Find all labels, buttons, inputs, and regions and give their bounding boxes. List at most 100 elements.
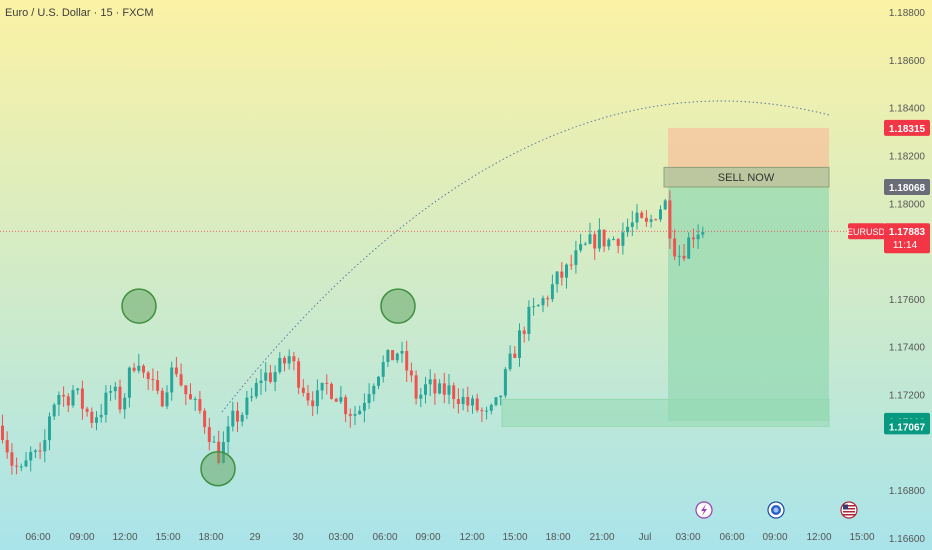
price-tag — [884, 418, 930, 435]
candle — [687, 232, 691, 260]
candle — [283, 355, 286, 372]
candle — [118, 379, 122, 414]
candle — [635, 204, 639, 230]
candle — [240, 412, 244, 427]
candle — [701, 226, 705, 239]
time-tick-label: 15:00 — [502, 532, 527, 543]
us-flag-event-icon[interactable] — [840, 501, 858, 519]
candle — [579, 233, 583, 253]
price-tag-label: 1.18315 — [889, 124, 926, 135]
candle — [137, 353, 141, 374]
candle — [160, 387, 164, 408]
candle — [259, 368, 263, 395]
candle — [518, 323, 521, 367]
time-tick-label: Jul — [639, 532, 652, 543]
time-axis[interactable]: 06:00 09:00 12:00 15:00 18:00 29 30 03:00 06:00 0… — [25, 532, 874, 543]
candle — [659, 205, 662, 222]
candle — [654, 218, 658, 221]
candle — [541, 295, 545, 313]
candle — [546, 295, 550, 307]
candle — [10, 443, 14, 475]
candle — [536, 304, 540, 307]
candle — [301, 379, 305, 397]
candle — [696, 224, 700, 249]
time-tick-label: 30 — [292, 532, 304, 543]
candle — [527, 300, 531, 341]
sell-now-box[interactable] — [663, 166, 830, 188]
candle — [424, 376, 427, 404]
candle — [513, 346, 517, 359]
candle — [184, 385, 188, 406]
candle — [123, 393, 127, 419]
candle — [43, 429, 47, 463]
candle — [80, 380, 84, 420]
candle — [71, 385, 75, 408]
candle — [508, 345, 512, 372]
candle — [207, 417, 211, 451]
candle — [447, 373, 451, 405]
candle — [673, 229, 677, 261]
candle — [250, 387, 254, 402]
candle — [231, 401, 235, 432]
candle — [19, 463, 23, 472]
price-axis[interactable]: 1.18800 1.18600 1.18400 1.18200 1.18000 1.176… — [889, 8, 926, 545]
candle — [433, 373, 437, 405]
candle — [254, 377, 258, 399]
candle — [142, 364, 145, 379]
candle — [90, 407, 94, 428]
price-tag — [884, 179, 930, 195]
candle — [1, 414, 4, 444]
time-tick-label: 29 — [249, 532, 261, 543]
time-tick-label: 09:00 — [415, 532, 440, 543]
price-tick-label: 1.16800 — [889, 486, 926, 497]
candle — [339, 385, 343, 405]
swing-high-marker-2[interactable] — [380, 288, 416, 324]
swing-high-marker-1[interactable] — [121, 288, 157, 324]
current-price-tag — [884, 223, 930, 254]
candle — [640, 210, 644, 219]
candle — [334, 397, 338, 402]
candle — [320, 382, 324, 400]
time-tick-label: 06:00 — [25, 532, 50, 543]
candle — [264, 362, 268, 392]
candle — [226, 416, 230, 454]
globe-event-icon[interactable] — [767, 501, 785, 519]
candle — [405, 340, 409, 382]
time-tick-label: 18:00 — [198, 532, 223, 543]
candle — [630, 210, 634, 237]
candle — [691, 228, 695, 249]
candle — [677, 244, 681, 266]
candle — [428, 369, 432, 397]
lightning-event-icon[interactable] — [695, 501, 713, 519]
candle — [268, 364, 272, 384]
candle — [245, 390, 249, 420]
candle — [555, 270, 559, 293]
candle — [127, 366, 131, 408]
chart-title: Euro / U.S. Dollar · 15 · FXCM — [5, 7, 154, 19]
time-tick-label: 12:00 — [112, 532, 137, 543]
candle — [644, 210, 648, 227]
candle — [663, 198, 667, 211]
countdown-label: 11:14 — [893, 240, 918, 251]
candle — [179, 363, 183, 387]
candle — [489, 403, 493, 415]
candle — [132, 362, 136, 373]
target-zone[interactable] — [668, 187, 829, 421]
candle — [466, 386, 470, 413]
price-tag — [884, 119, 930, 136]
symbol-tag — [848, 223, 885, 240]
candle — [626, 218, 630, 237]
swing-low-marker[interactable] — [200, 450, 236, 487]
candle — [315, 379, 319, 415]
price-tick-label: 1.18000 — [889, 199, 926, 210]
candle — [358, 405, 362, 415]
candle — [292, 351, 296, 371]
candle — [499, 395, 503, 406]
candle — [48, 412, 51, 451]
candle — [151, 368, 155, 391]
candle — [574, 240, 578, 274]
candle — [621, 222, 625, 255]
candle — [38, 442, 42, 460]
candle — [5, 431, 9, 459]
